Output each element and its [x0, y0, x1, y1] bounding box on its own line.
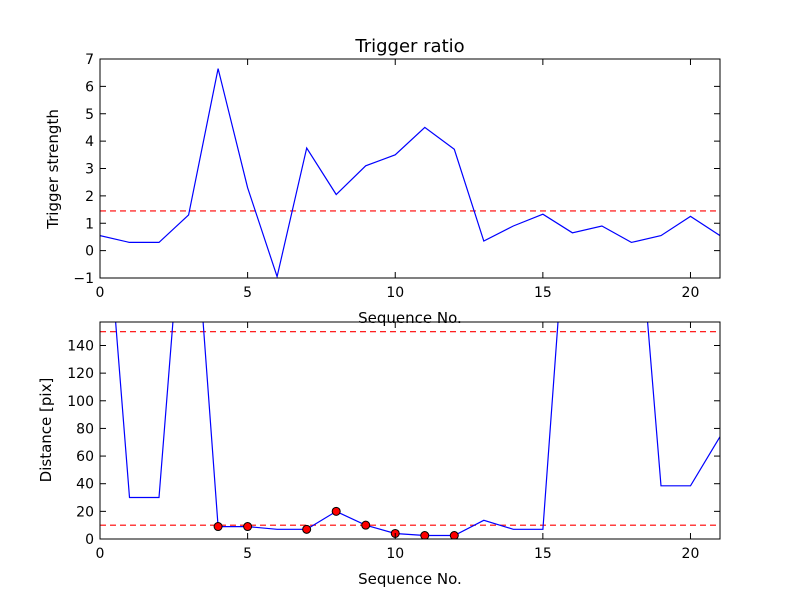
series-line — [100, 68, 720, 278]
x-tick-label: 0 — [96, 546, 105, 562]
y-tick-label: 0 — [85, 532, 94, 548]
y-tick-label: 100 — [67, 394, 94, 410]
y-axis-label: Distance [pix] — [37, 378, 55, 483]
series-line — [115, 322, 720, 537]
y-tick-label: 60 — [76, 449, 94, 465]
y-tick-label: 80 — [76, 421, 94, 437]
y-tick-label: 6 — [85, 79, 94, 95]
data-point-marker — [361, 520, 371, 530]
x-tick-label: 10 — [386, 546, 404, 562]
y-tick-label: 5 — [85, 107, 94, 123]
data-point-marker — [420, 531, 430, 539]
x-tick-label: 10 — [386, 285, 404, 301]
data-point-marker — [331, 506, 341, 516]
y-tick-label: 40 — [76, 477, 94, 493]
y-tick-label: 120 — [67, 366, 94, 382]
y-tick-label: 3 — [85, 162, 94, 178]
x-tick-label: 5 — [243, 285, 252, 301]
y-tick-label: 7 — [85, 52, 94, 68]
y-tick-label: 0 — [85, 244, 94, 260]
data-point-marker — [449, 531, 459, 539]
y-tick-label: 140 — [67, 338, 94, 354]
y-tick-label: 2 — [85, 189, 94, 205]
data-point-marker — [302, 524, 312, 534]
data-point-marker — [213, 522, 223, 532]
x-tick-label: 20 — [682, 546, 700, 562]
x-axis-label: Sequence No. — [358, 570, 462, 588]
y-tick-label: 4 — [85, 134, 94, 150]
x-tick-label: 20 — [682, 285, 700, 301]
x-tick-label: 15 — [534, 546, 552, 562]
y-tick-label: 1 — [85, 216, 94, 232]
y-axis-label: Trigger strength — [44, 109, 62, 230]
x-tick-label: 15 — [534, 285, 552, 301]
data-point-marker — [243, 522, 253, 532]
chart-title: Trigger ratio — [354, 36, 464, 57]
x-tick-label: 0 — [96, 285, 105, 301]
plot-frame — [99, 321, 721, 540]
x-tick-label: 5 — [243, 546, 252, 562]
y-tick-label: 20 — [76, 504, 94, 520]
y-tick-label: −1 — [73, 271, 94, 287]
x-axis-label: Sequence No. — [358, 309, 462, 327]
